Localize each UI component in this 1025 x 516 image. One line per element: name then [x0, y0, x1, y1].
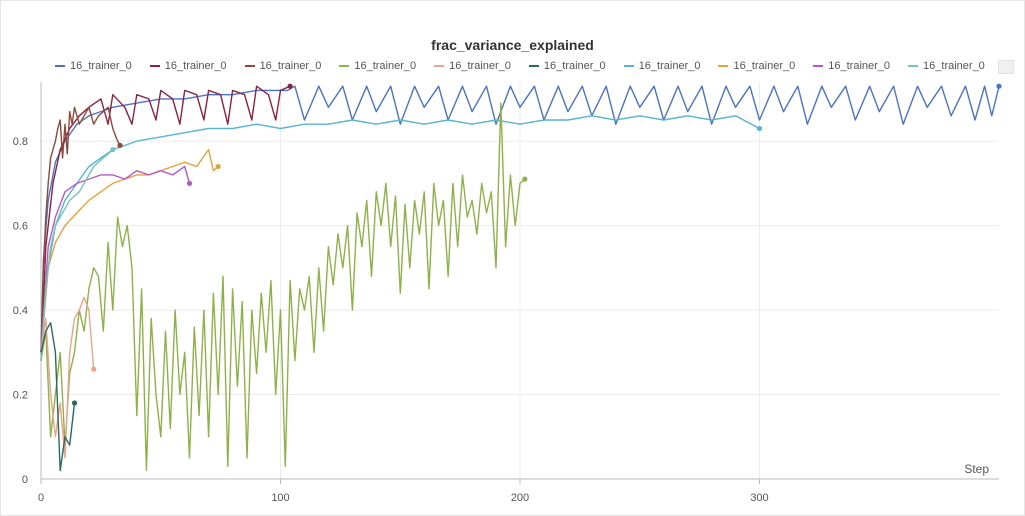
legend-entry[interactable]: 16_trainer_0: [244, 60, 322, 72]
legend-swatch: [149, 65, 160, 67]
series-end-point: [215, 163, 221, 170]
series-line: [40, 149, 114, 361]
series-line: [40, 85, 291, 361]
grid-lines: [41, 82, 999, 479]
legend-label: 16_trainer_0: [354, 60, 417, 72]
legend-overflow-button[interactable]: [998, 60, 1014, 74]
chart-title: frac_variance_explained: [431, 37, 594, 53]
series-line: [40, 165, 191, 353]
legend-entry[interactable]: 16_trainer_0: [339, 60, 416, 72]
legend-entry[interactable]: 16_trainer_0: [623, 60, 701, 72]
x-axis-label: Step: [964, 462, 989, 476]
y-tick-label: 0.4: [13, 305, 28, 317]
x-tick-label: 300: [750, 492, 768, 504]
y-tick-label: 0.6: [13, 221, 28, 233]
series-end-point: [71, 400, 78, 406]
series-line: [40, 102, 526, 472]
legend-entry[interactable]: 16_trainer_0: [528, 60, 606, 72]
series-line: [40, 322, 76, 472]
x-tick-label: 200: [511, 492, 529, 504]
legend-label: 16_trainer_0: [638, 60, 701, 72]
series-end-point: [186, 180, 193, 186]
legend-label: 16_trainer_0: [923, 60, 985, 72]
legend-label: 16_trainer_0: [733, 60, 796, 72]
legend-entry[interactable]: 16_trainer_0: [55, 60, 132, 72]
series-end-point: [522, 176, 528, 182]
series-line: [40, 296, 95, 459]
series-end-point: [996, 83, 1002, 89]
legend-entry[interactable]: 16_trainer_0: [434, 60, 511, 72]
x-tick-label: 0: [38, 492, 44, 504]
series-line: [40, 115, 760, 353]
series-line: [40, 85, 1000, 353]
series-end-point: [110, 146, 116, 153]
legend-swatch: [718, 65, 729, 67]
legend-swatch: [623, 65, 634, 67]
series-line: [40, 106, 121, 353]
axes: 0 0.2 0.4 0.6 0.8 0 100 200 300: [13, 82, 999, 504]
legend-swatch: [55, 65, 65, 67]
legend-label: 16_trainer_0: [164, 60, 227, 72]
legend-swatch: [528, 65, 539, 67]
legend-label: 16_trainer_0: [543, 60, 606, 72]
legend-swatch: [339, 65, 350, 67]
legend-entry[interactable]: 16_trainer_0: [718, 60, 795, 72]
chart-legend: 16_trainer_0 16_trainer_0 16_trainer_0 16_t…: [55, 59, 1003, 73]
legend-entry[interactable]: 16_trainer_0: [908, 60, 985, 72]
x-tick-label: 100: [271, 492, 289, 504]
legend-swatch: [244, 65, 255, 67]
y-tick-label: 0.2: [13, 390, 28, 402]
series-end-point: [117, 142, 123, 148]
legend-swatch: [908, 65, 919, 67]
series-line: [40, 148, 219, 353]
legend-label: 16_trainer_0: [449, 60, 511, 72]
legend-entry[interactable]: 16_trainer_0: [813, 60, 890, 72]
legend-entry[interactable]: 16_trainer_0: [149, 60, 227, 72]
series-lines: [40, 83, 1002, 472]
series-end-point: [91, 366, 97, 372]
series-end-point: [287, 83, 293, 89]
legend-label: 16_trainer_0: [259, 60, 322, 72]
legend-label: 16_trainer_0: [70, 60, 132, 72]
legend-label: 16_trainer_0: [828, 60, 891, 72]
legend-swatch: [813, 65, 824, 67]
legend-swatch: [434, 65, 445, 67]
y-tick-label: 0.8: [13, 136, 28, 148]
series-end-point: [756, 125, 763, 132]
y-tick-label: 0: [22, 474, 28, 486]
